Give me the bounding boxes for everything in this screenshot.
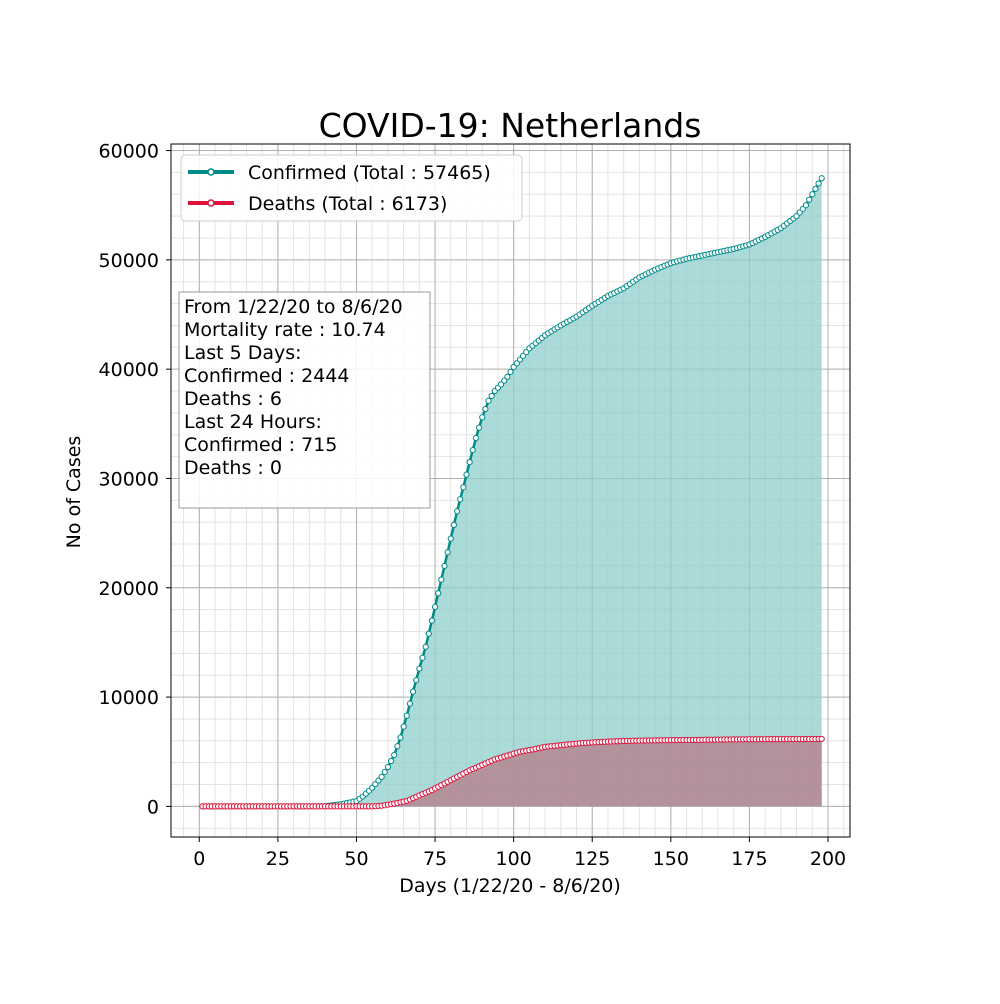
x-tick-label: 25 [266, 848, 290, 870]
y-tick-label: 30000 [99, 468, 159, 490]
confirmed-point [460, 484, 467, 491]
confirmed-point [475, 424, 483, 431]
confirmed-point [409, 688, 417, 695]
confirmed-point [469, 446, 476, 454]
confirmed-point [479, 414, 486, 421]
y-tick-label: 60000 [99, 141, 159, 163]
annotation-line: Deaths : 6 [184, 388, 282, 410]
legend: Confirmed (Total : 57465) Deaths (Total … [180, 154, 523, 222]
confirmed-point [419, 654, 426, 661]
x-tick-label: 0 [193, 848, 205, 870]
confirmed-point [387, 757, 395, 765]
annotation-line: Confirmed : 715 [184, 434, 337, 456]
y-tick-label: 20000 [99, 578, 159, 600]
confirmed-point [391, 751, 398, 759]
confirmed-area [202, 178, 822, 807]
confirmed-point [812, 185, 819, 192]
y-tick-label: 10000 [99, 687, 159, 709]
confirmed-point [485, 397, 492, 404]
confirmed-point [488, 392, 495, 400]
confirmed-point [428, 617, 436, 624]
confirmed-point [501, 377, 508, 384]
confirmed-point [441, 562, 448, 570]
confirmed-point [400, 723, 407, 730]
confirmed-point [450, 521, 458, 529]
confirmed-point [815, 180, 822, 187]
legend-box [180, 154, 523, 222]
annotation-line: Last 5 Days: [184, 342, 302, 364]
confirmed-point [504, 373, 511, 380]
legend-deaths-marker [207, 199, 215, 207]
deaths-area [202, 738, 822, 807]
confirmed-point [466, 458, 473, 466]
confirmed-point [422, 643, 429, 650]
annotation-box [178, 291, 431, 509]
y-tick-label: 0 [147, 796, 159, 818]
x-tick-label: 175 [731, 848, 767, 870]
chart-title: COVID-19: Netherlands [319, 106, 702, 145]
x-tick-label: 150 [653, 848, 689, 870]
x-tick-label: 100 [496, 848, 532, 870]
confirmed-point [447, 535, 454, 542]
confirmed-point [482, 405, 489, 413]
annotation-line: Mortality rate : 10.74 [184, 319, 386, 341]
y-axis-label: No of Cases [63, 436, 85, 549]
confirmed-point [431, 603, 439, 611]
confirmed-point [457, 496, 464, 503]
confirmed-point [425, 630, 432, 637]
series-areas [202, 178, 822, 807]
annotation-line: Last 24 Hours: [184, 411, 322, 433]
confirmed-point [378, 773, 385, 780]
x-tick-label: 75 [423, 848, 447, 870]
confirmed-point [416, 665, 423, 672]
confirmed-point [435, 590, 442, 597]
annotation-line: Confirmed : 2444 [184, 365, 349, 387]
x-tick-label: 50 [344, 848, 368, 870]
confirmed-point [818, 175, 825, 182]
confirmed-point [453, 508, 461, 515]
confirmed-point [384, 763, 391, 771]
confirmed-point [397, 734, 404, 741]
series-points [199, 175, 825, 810]
confirmed-point [444, 549, 451, 556]
annotation-line: From 1/22/20 to 8/6/20 [184, 296, 403, 318]
legend-deaths-label: Deaths (Total : 6173) [248, 193, 447, 215]
legend-confirmed-label: Confirmed (Total : 57465) [248, 162, 491, 184]
plot-frame [170, 143, 851, 838]
confirmed-point [806, 196, 813, 203]
y-axis-ticks: 0 10000 20000 30000 40000 50000 60000 [99, 141, 171, 818]
y-tick-label: 40000 [99, 359, 159, 381]
annotation-line: Deaths : 0 [184, 457, 282, 479]
confirmed-point [809, 191, 816, 198]
x-tick-label: 125 [574, 848, 610, 870]
confirmed-point [381, 768, 388, 776]
confirmed-point [463, 471, 470, 478]
legend-confirmed-marker [207, 168, 215, 176]
confirmed-point [497, 381, 505, 388]
confirmed-point [403, 712, 410, 719]
x-tick-label: 200 [810, 848, 846, 870]
confirmed-point [802, 202, 810, 209]
confirmed-point [413, 677, 420, 684]
deaths-point [818, 735, 825, 743]
x-axis-ticks: 0 25 50 75 100 125 150 175 200 [193, 837, 846, 870]
confirmed-point [406, 700, 414, 707]
y-tick-label: 50000 [99, 250, 159, 272]
confirmed-point [394, 743, 401, 750]
x-axis-label: Days (1/22/20 - 8/6/20) [399, 875, 621, 897]
confirmed-point [507, 368, 514, 375]
stats-annotation: From 1/22/20 to 8/6/20 Mortality rate : … [178, 291, 431, 509]
confirmed-point [472, 434, 480, 442]
confirmed-point [438, 576, 445, 583]
